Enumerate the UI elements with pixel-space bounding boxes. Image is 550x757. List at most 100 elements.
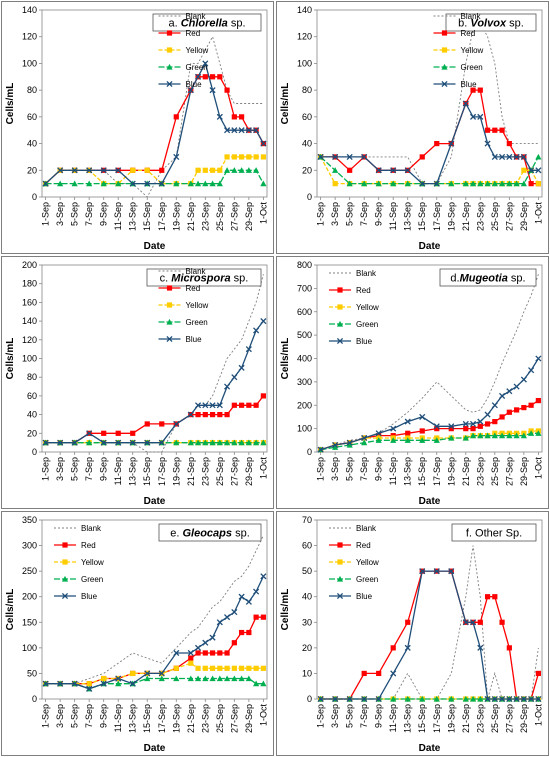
legend-item-blue: Blue	[158, 80, 202, 89]
data-point-blue	[245, 346, 252, 353]
legend-label: Red	[81, 541, 96, 550]
x-tick-label: 25-Sep	[215, 202, 225, 231]
legend-item-blue: Blue	[329, 592, 373, 601]
data-point-green	[245, 167, 252, 173]
data-point-blue	[238, 127, 245, 134]
data-point-green	[100, 180, 107, 187]
y-tick-label: 100	[22, 354, 37, 364]
y-tick-label: 180	[22, 279, 37, 289]
data-point-blue	[513, 153, 520, 160]
data-point-red	[144, 421, 150, 427]
x-tick-label: 3-Sep	[55, 704, 65, 728]
series-line-blue	[45, 576, 264, 690]
series-blank	[45, 535, 264, 685]
data-point-blue	[238, 593, 245, 600]
x-tick-label: 17-Sep	[432, 202, 442, 231]
data-point-green	[194, 439, 202, 446]
x-tick-label: 9-Sep	[374, 202, 384, 226]
legend-label: Red	[356, 541, 371, 550]
chart-title-prefix: d.	[450, 273, 459, 285]
x-tick-label: 13-Sep	[403, 457, 413, 486]
x-tick-label: 3-Sep	[330, 457, 340, 481]
data-point-green	[209, 180, 216, 187]
data-point-blue	[202, 639, 209, 646]
data-point-blue	[202, 60, 209, 67]
data-point-green	[223, 167, 231, 173]
legend-label: Blue	[356, 337, 373, 346]
x-tick-label: 17-Sep	[157, 202, 167, 231]
x-axis-title: Date	[419, 496, 441, 507]
data-point-green	[253, 680, 260, 687]
series-line-blank	[320, 22, 539, 185]
x-tick-label: 5-Sep	[345, 704, 355, 728]
data-point-blue	[332, 153, 339, 160]
data-point-green	[462, 180, 469, 187]
chart-title-taxon: Gleocaps	[182, 528, 232, 540]
title-box	[445, 13, 537, 32]
x-tick-label: 11-Sep	[113, 704, 123, 732]
data-point-blue	[100, 680, 107, 687]
x-tick-label: 1-Sep	[41, 704, 51, 728]
data-point-blue	[57, 680, 64, 687]
series-blank	[320, 274, 539, 451]
data-point-blue	[216, 113, 223, 120]
data-point-red	[390, 645, 396, 651]
data-point-green	[86, 180, 93, 187]
x-tick-label: 1-Sep	[41, 202, 51, 226]
legend-label: Green	[356, 575, 378, 584]
data-point-green	[404, 437, 411, 443]
data-point-blue	[506, 695, 513, 703]
legend-label: Red	[461, 29, 476, 38]
data-point-green	[71, 180, 78, 187]
series-line-blank	[45, 35, 264, 198]
data-point-blue	[390, 670, 397, 677]
data-point-blue	[375, 430, 382, 437]
data-point-red	[337, 542, 343, 548]
chart-title: c. Microspora sp.	[160, 273, 249, 285]
data-point-red	[115, 430, 121, 436]
data-point-red	[528, 181, 534, 187]
series-line-blank	[45, 535, 264, 685]
x-tick-label: 1-Oct	[258, 202, 268, 225]
data-point-blue	[491, 695, 498, 703]
x-tick-label: 1-Oct	[533, 457, 543, 480]
series-line-yellow	[320, 156, 539, 185]
legend-label: Red	[186, 29, 201, 38]
data-point-green	[187, 675, 194, 682]
legend-item-blue: Blue	[329, 337, 373, 346]
data-point-blue	[404, 644, 411, 651]
data-point-blue	[535, 695, 542, 703]
x-axis-title: Date	[419, 241, 441, 252]
x-tick-label: 21-Sep	[461, 457, 471, 486]
x-tick-label: 5-Sep	[345, 457, 355, 481]
data-point-blue	[513, 383, 520, 390]
x-tick-label: 27-Sep	[504, 457, 514, 486]
data-point-green	[477, 432, 484, 439]
legend-item-red: Red	[329, 541, 371, 550]
data-point-green	[231, 675, 238, 682]
data-point-blue	[61, 592, 69, 600]
chart-panel: 0 50 100 150 200 250 300 350 1-Sep 3-Sep 5-Sep 7-Se…	[1, 511, 274, 756]
chart-title: d.Mugeotia sp.	[450, 273, 525, 285]
data-point-blue	[317, 153, 324, 160]
data-point-blue	[42, 180, 49, 187]
data-point-red	[231, 114, 237, 120]
data-point-green	[448, 434, 455, 441]
data-point-blue	[71, 439, 78, 446]
y-tick-label: 700	[297, 283, 312, 293]
data-point-blue	[448, 423, 455, 430]
data-point-yellow	[209, 167, 216, 173]
x-tick-label: 9-Sep	[99, 202, 109, 226]
x-tick-label: 11-Sep	[113, 457, 123, 485]
x-tick-label: 13-Sep	[403, 704, 413, 733]
y-tick-label: 0	[32, 447, 37, 457]
chart-title-suffix: sp.	[508, 273, 526, 285]
x-tick-label: 7-Sep	[359, 457, 369, 481]
y-axis-title: Cells/mL	[5, 338, 16, 380]
y-tick-label: 30	[302, 617, 312, 627]
legend-item-yellow: Yellow	[329, 558, 379, 567]
data-point-green	[166, 63, 173, 70]
data-point-red	[434, 426, 440, 432]
data-point-blue	[253, 127, 260, 134]
